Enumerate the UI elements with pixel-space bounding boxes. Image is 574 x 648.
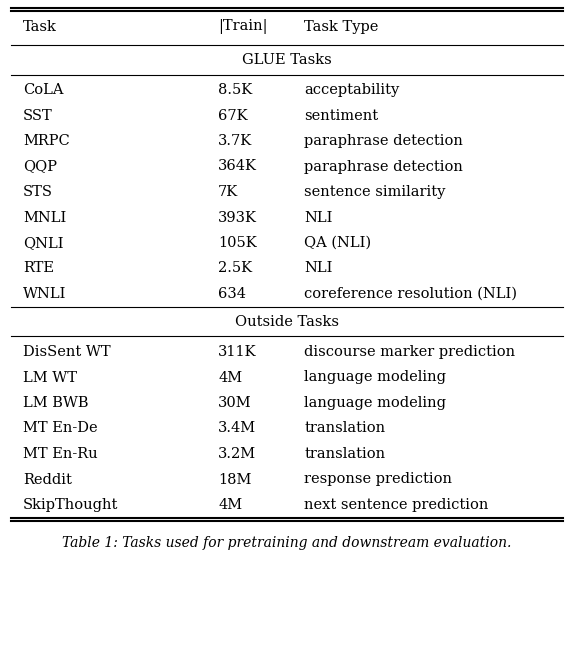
Text: 2.5K: 2.5K bbox=[218, 262, 252, 275]
Text: DisSent WT: DisSent WT bbox=[23, 345, 111, 359]
Text: 30M: 30M bbox=[218, 396, 252, 410]
Text: 634: 634 bbox=[218, 287, 246, 301]
Text: coreference resolution (NLI): coreference resolution (NLI) bbox=[304, 287, 517, 301]
Text: QQP: QQP bbox=[23, 159, 57, 174]
Text: sentence similarity: sentence similarity bbox=[304, 185, 445, 199]
Text: GLUE Tasks: GLUE Tasks bbox=[242, 53, 332, 67]
Text: SkipThought: SkipThought bbox=[23, 498, 118, 512]
Text: 18M: 18M bbox=[218, 472, 251, 487]
Text: 364K: 364K bbox=[218, 159, 257, 174]
Text: acceptability: acceptability bbox=[304, 83, 400, 97]
Text: QA (NLI): QA (NLI) bbox=[304, 236, 371, 250]
Text: 311K: 311K bbox=[218, 345, 257, 359]
Text: language modeling: language modeling bbox=[304, 371, 446, 384]
Text: NLI: NLI bbox=[304, 211, 332, 224]
Text: 4M: 4M bbox=[218, 371, 242, 384]
Text: RTE: RTE bbox=[23, 262, 54, 275]
Text: 3.7K: 3.7K bbox=[218, 134, 253, 148]
Text: MT En-De: MT En-De bbox=[23, 421, 98, 435]
Text: CoLA: CoLA bbox=[23, 83, 64, 97]
Text: 67K: 67K bbox=[218, 108, 248, 122]
Text: 3.2M: 3.2M bbox=[218, 447, 256, 461]
Text: next sentence prediction: next sentence prediction bbox=[304, 498, 488, 512]
Text: SST: SST bbox=[23, 108, 53, 122]
Text: QNLI: QNLI bbox=[23, 236, 64, 250]
Text: WNLI: WNLI bbox=[23, 287, 67, 301]
Text: LM WT: LM WT bbox=[23, 371, 77, 384]
Text: |Train|: |Train| bbox=[218, 19, 267, 34]
Text: Task: Task bbox=[23, 20, 57, 34]
Text: MRPC: MRPC bbox=[23, 134, 69, 148]
Text: discourse marker prediction: discourse marker prediction bbox=[304, 345, 515, 359]
Text: sentiment: sentiment bbox=[304, 108, 378, 122]
Text: Outside Tasks: Outside Tasks bbox=[235, 314, 339, 329]
Text: language modeling: language modeling bbox=[304, 396, 446, 410]
Text: translation: translation bbox=[304, 447, 385, 461]
Text: Reddit: Reddit bbox=[23, 472, 72, 487]
Text: MT En-Ru: MT En-Ru bbox=[23, 447, 98, 461]
Text: STS: STS bbox=[23, 185, 53, 199]
Text: 393K: 393K bbox=[218, 211, 257, 224]
Text: MNLI: MNLI bbox=[23, 211, 66, 224]
Text: paraphrase detection: paraphrase detection bbox=[304, 134, 463, 148]
Text: Task Type: Task Type bbox=[304, 20, 379, 34]
Text: response prediction: response prediction bbox=[304, 472, 452, 487]
Text: 7K: 7K bbox=[218, 185, 238, 199]
Text: 3.4M: 3.4M bbox=[218, 421, 256, 435]
Text: 4M: 4M bbox=[218, 498, 242, 512]
Text: NLI: NLI bbox=[304, 262, 332, 275]
Text: LM BWB: LM BWB bbox=[23, 396, 88, 410]
Text: translation: translation bbox=[304, 421, 385, 435]
Text: paraphrase detection: paraphrase detection bbox=[304, 159, 463, 174]
Text: 105K: 105K bbox=[218, 236, 257, 250]
Text: Table 1: Tasks used for pretraining and downstream evaluation.: Table 1: Tasks used for pretraining and … bbox=[63, 536, 511, 550]
Text: 8.5K: 8.5K bbox=[218, 83, 253, 97]
